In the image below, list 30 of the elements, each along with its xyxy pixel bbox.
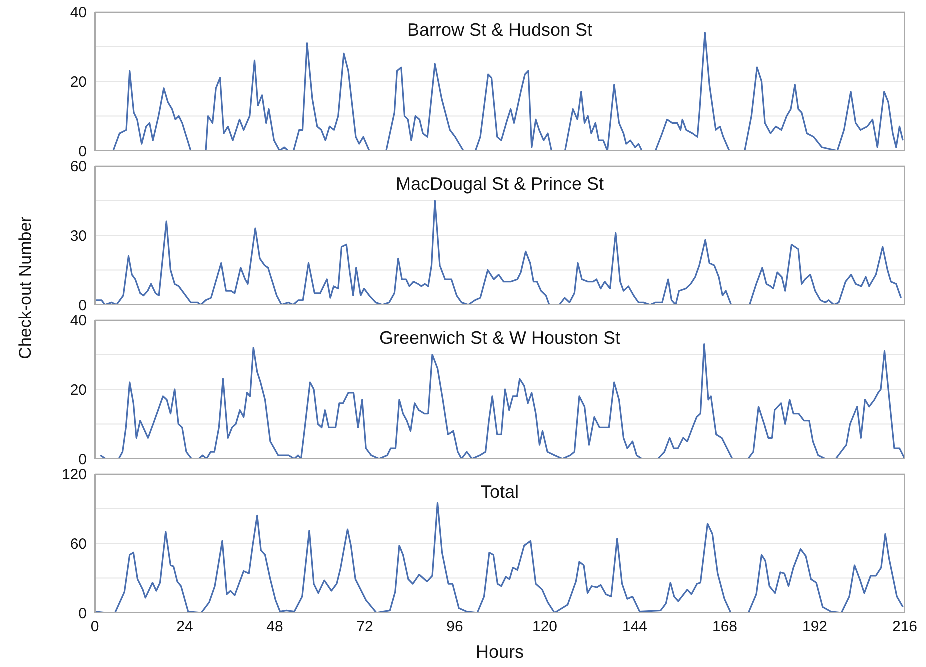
- x-tick-label: 120: [532, 618, 558, 636]
- y-tick-label: 0: [78, 451, 87, 468]
- y-axis-title: Check-out Number: [16, 216, 36, 360]
- y-tick-label: 0: [78, 605, 87, 622]
- y-tick-label: 0: [78, 143, 87, 160]
- line-series: [96, 200, 902, 305]
- y-tick-label: 60: [70, 158, 87, 176]
- chart-title: Greenwich St & W Houston St: [378, 328, 622, 349]
- y-tick-label: 40: [70, 312, 87, 330]
- y-tick-label: 0: [78, 297, 87, 314]
- y-tick-label: 40: [70, 4, 87, 22]
- x-tick-label: 144: [622, 618, 648, 636]
- y-tick-label: 20: [70, 382, 87, 399]
- y-tick-label: 120: [62, 466, 87, 484]
- x-tick-label: 96: [446, 618, 464, 636]
- x-tick-label: 0: [90, 618, 100, 636]
- x-tick-label: 192: [802, 618, 828, 636]
- chart-title: Total: [480, 482, 520, 503]
- y-tick-label: 20: [70, 74, 87, 91]
- y-tick-label: 60: [70, 536, 87, 553]
- line-series: [100, 344, 905, 459]
- x-tick-label: 24: [176, 618, 194, 636]
- x-axis-title: Hours: [474, 641, 525, 663]
- chart-title: Barrow St & Hudson St: [406, 20, 594, 41]
- y-tick-label: 30: [70, 228, 87, 245]
- x-tick-label: 72: [356, 618, 374, 636]
- x-tick-label: 216: [892, 618, 918, 636]
- x-tick-label: 48: [266, 618, 284, 636]
- x-tick-label: 168: [712, 618, 738, 636]
- chart-title: MacDougal St & Prince St: [394, 174, 606, 195]
